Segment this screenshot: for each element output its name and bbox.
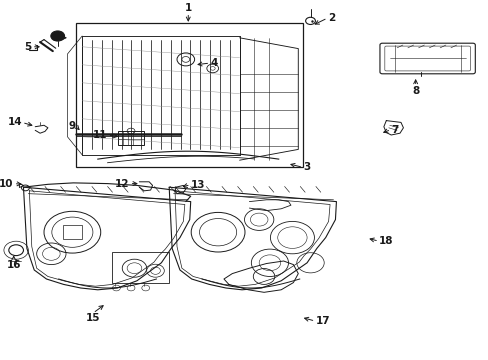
Text: 4: 4 <box>210 58 217 68</box>
Text: 9: 9 <box>68 121 76 131</box>
Bar <box>112 252 168 283</box>
Circle shape <box>51 31 64 41</box>
Text: 2: 2 <box>327 13 334 23</box>
Text: 17: 17 <box>315 316 329 326</box>
Text: 18: 18 <box>378 236 393 246</box>
Text: 10: 10 <box>0 179 14 189</box>
Text: 7: 7 <box>390 125 398 135</box>
Text: 15: 15 <box>85 313 100 323</box>
Text: 13: 13 <box>190 180 205 190</box>
Bar <box>76 23 303 167</box>
Text: 14: 14 <box>7 117 22 127</box>
Text: 3: 3 <box>303 162 310 172</box>
Bar <box>62 225 82 239</box>
Text: 6: 6 <box>51 33 59 43</box>
Text: 12: 12 <box>115 179 129 189</box>
Text: 16: 16 <box>6 260 21 270</box>
Text: 1: 1 <box>184 3 191 13</box>
Bar <box>118 131 143 145</box>
Text: 8: 8 <box>411 86 418 96</box>
Text: 5: 5 <box>24 42 32 52</box>
Text: 11: 11 <box>93 130 107 140</box>
